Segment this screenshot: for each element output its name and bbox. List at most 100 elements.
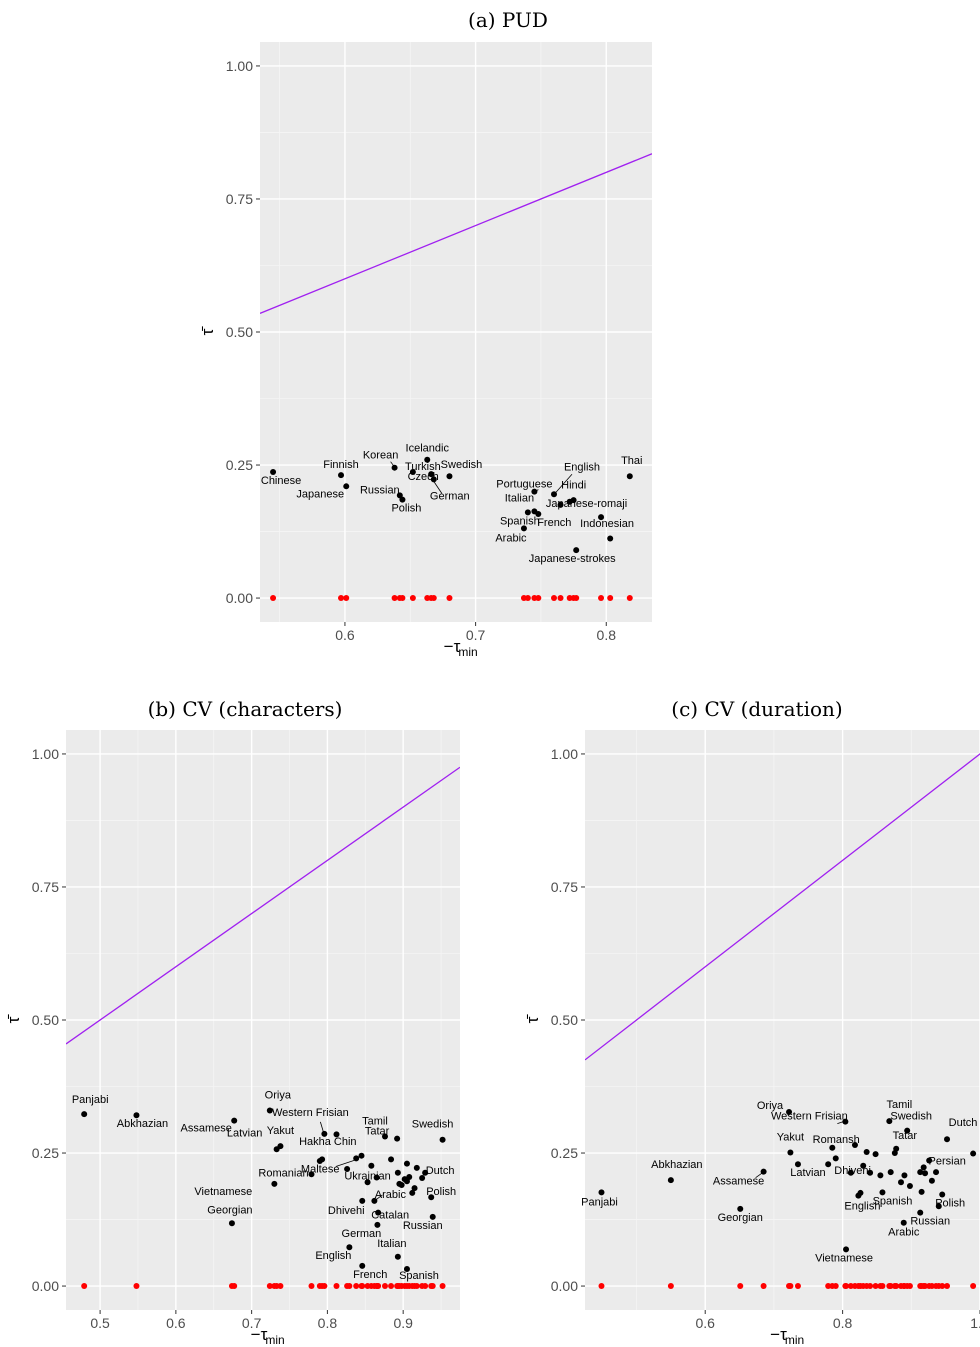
point-label: Chinese xyxy=(261,475,301,487)
point-label: Spanish xyxy=(873,1195,913,1207)
baseline-point xyxy=(626,595,633,602)
data-point xyxy=(607,535,614,542)
point-label: Panjabi xyxy=(72,1094,109,1106)
data-point xyxy=(319,1156,326,1163)
data-point xyxy=(359,1262,366,1269)
data-point xyxy=(133,1112,140,1119)
data-point xyxy=(843,1246,850,1253)
data-point xyxy=(893,1145,900,1152)
baseline-point xyxy=(413,1283,420,1290)
label-leader xyxy=(390,461,394,466)
point-label: Latvian xyxy=(227,1127,262,1139)
data-point xyxy=(917,1209,924,1216)
baseline-point xyxy=(391,595,398,602)
data-point xyxy=(413,1164,420,1171)
baseline-point xyxy=(787,1283,794,1290)
y-tick-label: 1.00 xyxy=(226,58,253,74)
point-label: Icelandic xyxy=(406,443,450,455)
data-point xyxy=(398,1181,405,1188)
data-point xyxy=(343,483,350,490)
point-label: Yakut xyxy=(777,1131,804,1143)
data-point xyxy=(374,1221,381,1228)
baseline-point xyxy=(353,1283,360,1290)
label-leader xyxy=(433,481,443,494)
data-point xyxy=(825,1161,832,1168)
point-label: Russian xyxy=(360,484,400,496)
point-label: French xyxy=(353,1269,387,1281)
baseline-point xyxy=(944,1283,951,1290)
x-tick-label: 0.6 xyxy=(166,1315,186,1331)
point-label: Vietnamese xyxy=(815,1252,873,1264)
point-label: Dhivehi xyxy=(834,1165,871,1177)
data-point xyxy=(904,1127,911,1134)
point-label: Arabic xyxy=(375,1189,407,1201)
data-point xyxy=(926,1157,933,1164)
baseline-point xyxy=(551,595,557,602)
data-point xyxy=(737,1205,744,1212)
data-point xyxy=(872,1151,879,1158)
point-label: Hakha Chin xyxy=(299,1136,356,1148)
point-label: Georgian xyxy=(718,1212,763,1224)
baseline-point xyxy=(832,1283,839,1290)
panel-pud: (a) PUD 0.6 0.7 0.8 0.00 0.25 0.50 0.75 1.00 −τm… xyxy=(198,8,652,659)
baseline-point xyxy=(81,1283,88,1290)
data-point xyxy=(364,1179,371,1186)
data-point xyxy=(346,1244,353,1251)
baseline-point xyxy=(794,1283,801,1290)
point-label: Panjabi xyxy=(581,1196,618,1208)
point-label: Tamil xyxy=(362,1116,388,1128)
data-point xyxy=(847,1169,854,1176)
baseline-point xyxy=(343,595,350,602)
x-axis-title: −τ xyxy=(444,637,461,656)
point-label: Dhivehi xyxy=(328,1205,365,1217)
data-point xyxy=(403,1160,410,1167)
baseline-point xyxy=(422,1283,429,1290)
baseline-point xyxy=(928,1283,935,1290)
point-label: Tatar xyxy=(893,1130,918,1142)
data-point xyxy=(411,1185,418,1192)
point-label: French xyxy=(537,517,571,529)
baseline-point xyxy=(573,595,580,602)
data-point xyxy=(333,1131,340,1138)
data-point xyxy=(446,473,453,480)
point-label: Indonesian xyxy=(580,518,634,530)
point-label: Finnish xyxy=(323,459,358,471)
point-label: Polish xyxy=(391,503,421,515)
data-point xyxy=(851,1142,858,1149)
data-point xyxy=(429,1213,436,1220)
data-point xyxy=(266,1107,273,1114)
baseline-point xyxy=(399,595,406,602)
data-point xyxy=(860,1162,867,1169)
baseline-point xyxy=(872,1283,879,1290)
data-point xyxy=(406,1173,413,1180)
data-point xyxy=(570,497,577,504)
label-leader xyxy=(336,1159,355,1167)
data-point xyxy=(667,1177,674,1184)
data-point xyxy=(524,509,531,516)
point-label: Korean xyxy=(363,450,398,462)
point-label: English xyxy=(315,1250,351,1262)
data-point xyxy=(935,1203,942,1210)
data-point xyxy=(520,525,527,532)
data-point xyxy=(381,1133,388,1140)
data-point xyxy=(394,1253,401,1260)
data-point xyxy=(573,547,580,554)
point-label: Western Frisian xyxy=(272,1107,349,1119)
label-leader xyxy=(555,474,573,493)
data-point xyxy=(857,1189,864,1196)
x-tick-label: 0.9 xyxy=(393,1315,413,1331)
baseline-point xyxy=(439,1283,446,1290)
point-label: Georgian xyxy=(207,1204,252,1216)
point-label: Turkish xyxy=(405,461,441,473)
baseline-point xyxy=(321,1283,328,1290)
baseline-point xyxy=(277,1283,284,1290)
baseline-point xyxy=(524,595,531,602)
data-point xyxy=(900,1219,907,1226)
data-point xyxy=(231,1117,238,1124)
point-label: Western Frisian xyxy=(771,1111,848,1123)
data-point xyxy=(428,471,435,478)
data-point xyxy=(228,1220,235,1227)
data-point xyxy=(598,514,605,521)
y-tick-label: 0.00 xyxy=(32,1278,59,1294)
x-axis-subscript: min xyxy=(265,1333,284,1347)
